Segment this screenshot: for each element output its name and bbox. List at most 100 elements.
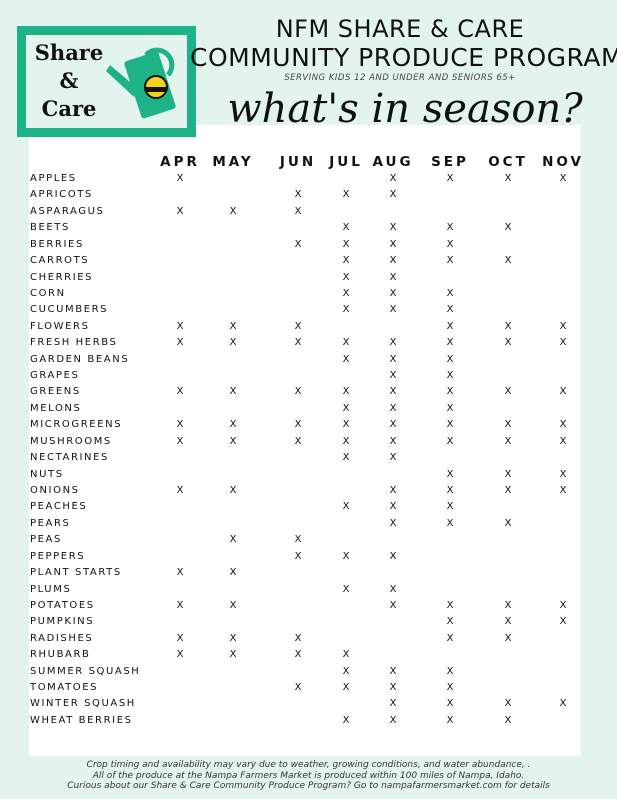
season-mark: X [446, 435, 454, 447]
season-mark: X [294, 386, 302, 398]
season-mark: X [504, 435, 512, 447]
season-mark: X [294, 550, 302, 562]
season-mark: X [294, 632, 302, 644]
season-mark: X [176, 599, 184, 611]
produce-label: APPLES [30, 173, 77, 184]
season-mark: X [342, 222, 350, 234]
produce-label: PLUMS [30, 583, 72, 595]
season-mark: X [342, 353, 350, 365]
season-mark: X [389, 353, 397, 365]
season-mark: X [176, 649, 184, 661]
season-mark: X [342, 238, 350, 250]
season-mark: X [389, 550, 397, 562]
footer-notes: Crop timing and availability may vary du… [0, 760, 617, 792]
season-mark: X [229, 567, 237, 579]
season-mark: X [389, 222, 397, 234]
season-mark: X [446, 682, 454, 694]
season-mark: X [342, 402, 350, 414]
season-mark: X [446, 484, 454, 496]
season-mark: X [176, 419, 184, 431]
season-mark: X [389, 665, 397, 677]
season-mark: X [294, 534, 302, 546]
season-mark: X [342, 649, 350, 661]
season-mark: X [342, 501, 350, 513]
season-mark: X [342, 714, 350, 726]
season-mark: X [389, 370, 397, 382]
season-mark: X [504, 255, 512, 267]
produce-label: CUCUMBERS [30, 304, 109, 316]
month-header-nov: NOV [542, 154, 584, 170]
season-mark: X [294, 649, 302, 661]
footer-line-1: Crop timing and availability may vary du… [86, 760, 531, 770]
season-mark: X [342, 419, 350, 431]
season-mark: X [504, 222, 512, 234]
season-mark: X [446, 320, 454, 332]
produce-label: CARROTS [30, 255, 90, 267]
month-header-sep: SEP [431, 154, 469, 170]
season-mark: X [389, 173, 397, 184]
season-mark: X [294, 320, 302, 332]
produce-label: PEAS [30, 534, 62, 546]
season-mark: X [294, 435, 302, 447]
season-mark: X [446, 419, 454, 431]
season-mark: X [504, 714, 512, 726]
produce-label: PEPPERS [30, 550, 86, 562]
produce-label: BERRIES [30, 238, 84, 250]
produce-label: WINTER SQUASH [30, 698, 136, 710]
month-header-apr: APR [160, 154, 200, 170]
season-mark: X [389, 682, 397, 694]
season-mark: X [504, 632, 512, 644]
season-mark: X [342, 583, 350, 595]
produce-label: NECTARINES [30, 452, 109, 464]
season-mark: X [294, 337, 302, 349]
season-mark: X [446, 337, 454, 349]
season-mark: X [342, 386, 350, 398]
produce-label: PLANT STARTS [30, 567, 122, 579]
season-mark: X [559, 419, 567, 431]
month-header-may: MAY [212, 154, 254, 170]
season-mark: X [229, 419, 237, 431]
title-line-2: COMMUNITY PRODUCE PROGRAM [190, 43, 617, 72]
watering-can-icon [106, 47, 176, 119]
season-mark: X [446, 287, 454, 299]
footer-line-2: All of the produce at the Nampa Farmers … [92, 770, 525, 781]
season-mark: X [446, 304, 454, 316]
produce-label: CHERRIES [30, 271, 94, 283]
season-mark: X [504, 616, 512, 628]
season-mark: X [446, 402, 454, 414]
produce-label: ONIONS [30, 484, 80, 496]
produce-label: RHUBARB [30, 649, 91, 661]
footer-line-3: Curious about our Share & Care Community… [67, 781, 550, 791]
season-mark: X [342, 189, 350, 201]
produce-label: TOMATOES [30, 682, 99, 694]
season-mark: X [229, 337, 237, 349]
season-mark: X [446, 238, 454, 250]
season-mark: X [504, 419, 512, 431]
season-mark: X [389, 189, 397, 201]
logo-text: Share & Care [34, 40, 104, 121]
season-mark: X [504, 484, 512, 496]
season-mark: X [342, 304, 350, 316]
produce-label: GARDEN BEANS [30, 353, 130, 365]
season-mark: X [342, 682, 350, 694]
season-mark: X [389, 271, 397, 283]
month-header-oct: OCT [488, 154, 528, 170]
produce-label: NUTS [30, 468, 64, 480]
season-mark: X [446, 517, 454, 529]
season-mark: X [229, 320, 237, 332]
season-mark: X [389, 337, 397, 349]
month-header-jun: JUN [279, 154, 317, 170]
season-mark: X [389, 402, 397, 414]
season-mark: X [446, 599, 454, 611]
season-mark: X [389, 583, 397, 595]
season-mark: X [176, 567, 184, 579]
produce-label: MUSHROOMS [30, 435, 112, 447]
season-mark: X [559, 320, 567, 332]
produce-label: FRESH HERBS [30, 337, 118, 349]
produce-label: BEETS [30, 222, 70, 234]
produce-label: CORN [30, 287, 66, 299]
season-mark: X [294, 238, 302, 250]
season-mark: X [229, 484, 237, 496]
season-mark: X [446, 370, 454, 382]
produce-label: MELONS [30, 402, 82, 414]
